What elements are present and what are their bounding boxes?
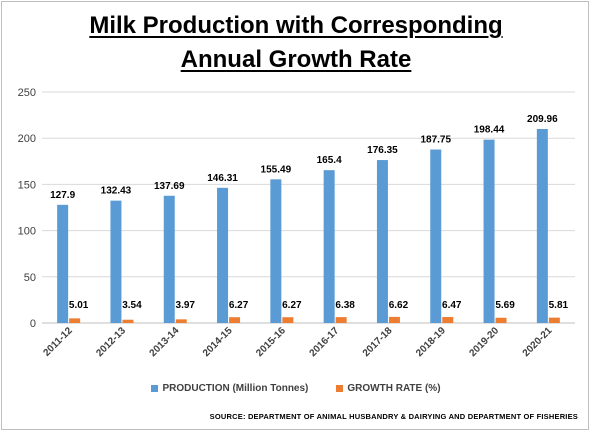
data-label-production: 198.44 <box>474 125 505 136</box>
data-label-growth: 3.97 <box>176 300 196 311</box>
legend-label-growth: GROWTH RATE (%) <box>347 383 441 394</box>
bar-growth <box>175 319 187 323</box>
x-tick-label: 2016-17 <box>308 325 342 359</box>
data-label-growth: 5.01 <box>69 300 89 311</box>
legend-swatch-production <box>151 385 159 392</box>
y-tick-label: 250 <box>18 87 36 99</box>
y-tick-label: 100 <box>18 226 36 238</box>
data-label-growth: 5.81 <box>549 300 569 311</box>
legend-label-production: PRODUCTION (Million Tonnes) <box>162 383 309 394</box>
x-tick-label: 2018-19 <box>414 325 448 359</box>
y-tick-label: 0 <box>30 318 36 330</box>
legend-item-production: PRODUCTION (Million Tonnes) <box>151 383 308 394</box>
bar-growth <box>335 317 347 323</box>
data-label-growth: 6.47 <box>442 300 462 311</box>
data-label-growth: 6.38 <box>335 300 355 311</box>
x-tick-label: 2020-21 <box>521 325 555 359</box>
x-tick-label: 2013-14 <box>148 325 182 359</box>
data-label-production: 155.49 <box>261 164 292 175</box>
data-label-production: 209.96 <box>527 114 558 125</box>
data-label-production: 146.31 <box>207 173 238 184</box>
bar-production <box>430 149 442 323</box>
bar-production <box>217 187 229 323</box>
data-label-production: 127.9 <box>50 190 75 201</box>
x-tick-label: 2011-12 <box>41 325 75 359</box>
data-label-growth: 6.62 <box>389 300 409 311</box>
bar-growth <box>388 316 400 323</box>
chart-title-line-2: Annual Growth Rate <box>180 46 412 73</box>
data-label-production: 165.4 <box>317 155 342 166</box>
x-tick-label: 2014-15 <box>201 325 235 359</box>
legend-item-growth: GROWTH RATE (%) <box>336 383 441 394</box>
y-tick-label: 150 <box>18 179 36 191</box>
x-tick-label: 2012-13 <box>94 325 128 359</box>
bar-production <box>376 160 388 323</box>
bar-growth <box>122 319 134 323</box>
data-label-growth: 6.27 <box>229 300 249 311</box>
x-tick-label: 2019-20 <box>467 325 501 359</box>
data-label-growth: 3.54 <box>122 300 142 311</box>
y-tick-label: 50 <box>24 272 36 284</box>
data-label-production: 176.35 <box>367 145 398 156</box>
data-label-growth: 6.27 <box>282 300 302 311</box>
bar-production <box>536 128 548 323</box>
bar-production <box>163 195 175 323</box>
bar-growth <box>442 317 454 323</box>
y-tick-label: 200 <box>18 133 36 145</box>
data-label-growth: 5.69 <box>495 300 515 311</box>
bar-growth <box>282 317 294 323</box>
bar-production <box>57 204 69 323</box>
legend-swatch-growth <box>336 385 344 392</box>
bar-growth <box>548 317 560 323</box>
data-label-production: 187.75 <box>420 135 451 146</box>
source-note: SOURCE: DEPARTMENT OF ANIMAL HUSBANDRY &… <box>209 412 578 421</box>
bar-growth <box>229 317 241 323</box>
bar-growth <box>69 318 81 323</box>
x-tick-label: 2015-16 <box>254 325 288 359</box>
bar-production <box>483 139 495 323</box>
chart-title-line-1: Milk Production with Corresponding <box>89 12 503 39</box>
data-label-production: 132.43 <box>101 186 132 197</box>
bar-production <box>323 170 335 323</box>
chart-legend: PRODUCTION (Million Tonnes) GROWTH RATE … <box>0 383 592 394</box>
x-tick-label: 2017-18 <box>361 325 395 359</box>
bar-growth <box>495 317 507 323</box>
bar-production <box>110 200 122 323</box>
bar-production <box>270 179 282 323</box>
data-label-production: 137.69 <box>154 181 185 192</box>
